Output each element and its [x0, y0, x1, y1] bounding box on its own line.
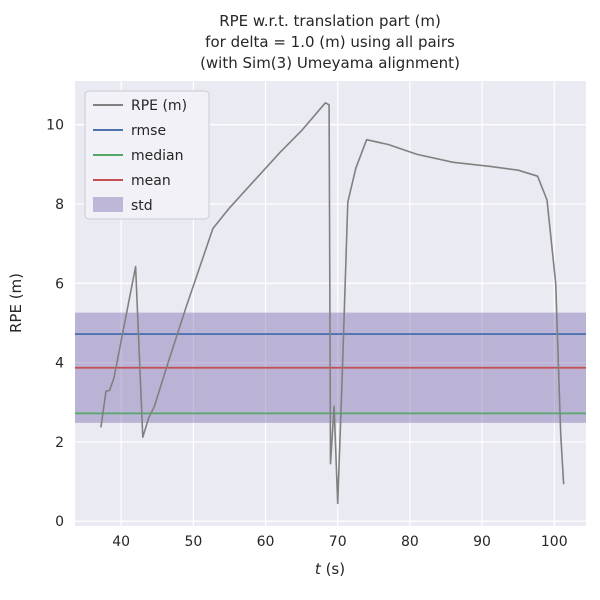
chart-title-line3: (with Sim(3) Umeyama alignment) [200, 54, 460, 72]
y-tick-label: 6 [55, 276, 64, 292]
tick-labels-layer: 40 50 60 70 80 90 100 0 2 4 6 8 10 [46, 118, 567, 550]
x-axis-label: t (s) [315, 560, 345, 578]
chart-title-line2: for delta = 1.0 (m) using all pairs [205, 33, 455, 51]
y-axis-label: RPE (m) [7, 273, 25, 333]
legend-label-rmse: rmse [131, 123, 166, 139]
series-layer [100, 102, 565, 505]
x-tick-label: 40 [112, 534, 130, 550]
legend-box [84, 90, 210, 220]
y-tick-label: 4 [55, 356, 64, 372]
x-tick-label: 50 [184, 534, 202, 550]
legend-label-rpe: RPE (m) [131, 98, 187, 114]
rpe-series-line [100, 102, 565, 505]
chart-title-line1: RPE w.r.t. translation part (m) [219, 12, 441, 30]
legend-sample-std-patch [93, 197, 123, 212]
legend: RPE (m) rmse median mean std [84, 90, 210, 220]
x-tick-label: 90 [473, 534, 491, 550]
y-tick-label: 10 [46, 118, 64, 134]
legend-label-mean: mean [131, 173, 171, 189]
x-tick-label: 80 [401, 534, 419, 550]
x-tick-label: 70 [329, 534, 347, 550]
x-tick-label: 60 [257, 534, 275, 550]
x-axis-label-variable: t [315, 560, 322, 578]
y-tick-label: 2 [55, 435, 64, 451]
legend-label-median: median [131, 148, 183, 164]
x-tick-label: 100 [541, 534, 568, 550]
x-axis-label-unit: (s) [321, 560, 345, 578]
legend-label-std: std [131, 198, 153, 214]
y-tick-label: 8 [55, 197, 64, 213]
y-tick-label: 0 [55, 514, 64, 530]
